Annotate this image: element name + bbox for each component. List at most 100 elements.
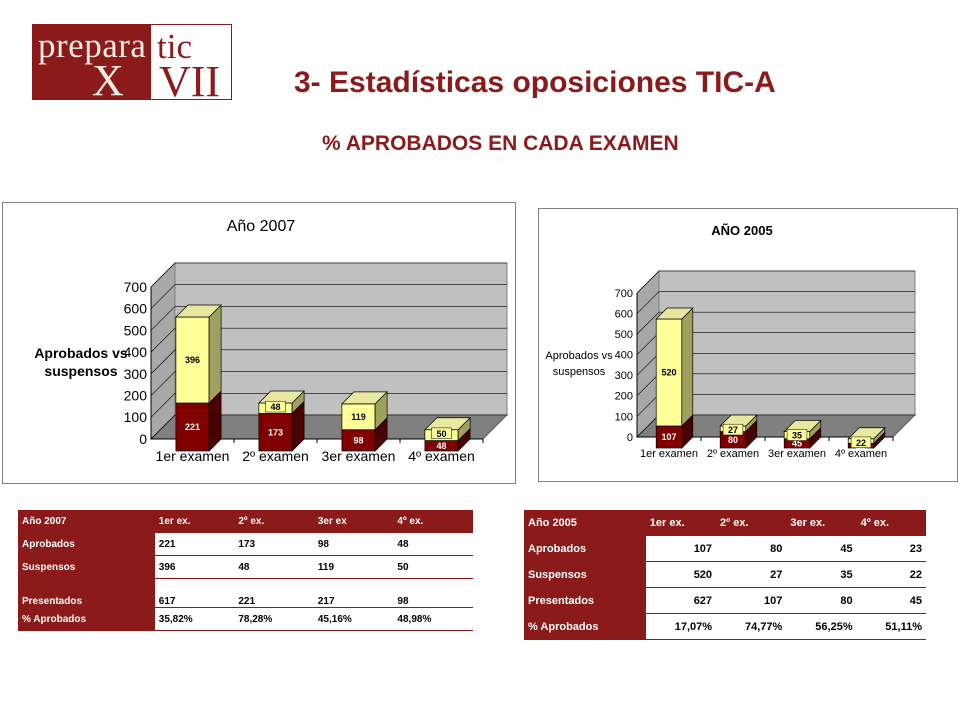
- gridline: [150, 349, 507, 375]
- table-cell: 50: [393, 555, 473, 579]
- table-row: Suspensos 396 48 119 50: [18, 555, 473, 579]
- table-cell: 74,77%: [716, 613, 787, 640]
- table-header-cell: 2º ex.: [716, 510, 787, 536]
- table-cell: 45: [786, 535, 857, 562]
- table-header-cell: 4º ex.: [393, 510, 473, 533]
- data-label: 35: [792, 431, 802, 441]
- table-cell: 98: [313, 532, 394, 556]
- data-label: 520: [661, 368, 676, 378]
- table-cell: 51,11%: [856, 613, 926, 640]
- gridline: [150, 371, 507, 396]
- table-cell: 48,98%: [393, 607, 473, 631]
- data-label-bg: [786, 429, 808, 441]
- table-2005: Año 2005 1er ex. 2º ex. 3er ex. 4º ex. A…: [524, 510, 926, 640]
- data-label-bg: [431, 427, 452, 439]
- table-header-cell: Año 2005: [524, 510, 646, 536]
- table-cell: 520: [645, 561, 717, 588]
- chart-2007-svg: Año 2007 Aprobados vs suspensos 0 100 200 300 4…: [34, 218, 509, 464]
- plot-back-wall: [658, 270, 916, 416]
- table-cell: 107: [716, 587, 787, 614]
- row-label: Aprobados: [18, 532, 155, 556]
- row-label: Suspensos: [18, 555, 155, 579]
- data-label: 45: [792, 439, 802, 449]
- y-tick-label: 400: [124, 344, 148, 360]
- table-cell: 173: [234, 532, 314, 556]
- table-cell: 396: [154, 555, 235, 579]
- chart-title: Año 2007: [227, 218, 296, 235]
- table-cell: 221: [154, 532, 235, 556]
- bar-top: [341, 391, 388, 405]
- data-label-bg: [265, 400, 286, 413]
- table-row: % Aprobados 17,07% 74,77% 56,25% 51,11%: [524, 613, 926, 640]
- gridline: [150, 392, 507, 418]
- data-label: 119: [351, 412, 366, 422]
- row-label: Aprobados: [524, 535, 646, 562]
- y-tick-label: 200: [124, 387, 148, 403]
- row-label: Presentados: [18, 578, 155, 608]
- bar-side: [208, 304, 222, 404]
- gridline: [636, 270, 915, 294]
- row-label: Presentados: [524, 587, 646, 614]
- gridline: [150, 284, 507, 309]
- gridline: [150, 262, 507, 288]
- table-cell: 27: [716, 561, 787, 588]
- table-cell: 107: [645, 535, 717, 562]
- table-header-cell: 1er ex.: [645, 510, 717, 536]
- row-label: Suspensos: [524, 561, 646, 588]
- table-row: % Aprobados 35,82% 78,28% 45,16% 48,98%: [18, 607, 473, 631]
- y-tick-label: 200: [615, 391, 633, 403]
- table-row: Suspensos 520 27 35 22: [524, 561, 926, 588]
- y-tick-label: 300: [124, 366, 148, 382]
- data-label: 22: [856, 438, 866, 448]
- logo-text-top: prepara: [38, 26, 147, 65]
- table-cell: 627: [645, 587, 717, 614]
- x-tick-label: 2º examen: [707, 448, 759, 460]
- y-tick-label: 600: [615, 308, 633, 320]
- x-tick-label: 4º examen: [835, 448, 887, 460]
- y-axis-label: suspensos: [44, 363, 117, 379]
- table-header-cell: 2º ex.: [234, 510, 314, 533]
- table-cell: 617: [154, 578, 235, 608]
- table-cell: 78,28%: [234, 607, 314, 631]
- y-axis-label: Aprobados vs: [545, 350, 613, 362]
- table-cell: 119: [313, 555, 394, 579]
- table-row: Presentados 627 107 80 45: [524, 587, 926, 614]
- table-cell: 23: [856, 535, 926, 562]
- plot-side-wall: [150, 261, 176, 441]
- y-tick-label: 100: [615, 411, 633, 423]
- table-2007: Año 2007 1er ex. 2º ex. 3er ex 4º ex. Ap…: [18, 510, 473, 631]
- table-cell: 35: [786, 561, 857, 588]
- chart-2005: AÑO 2005 Aprobados vs suspensos 0 100 200 300 4…: [538, 208, 958, 482]
- table-cell: 17,07%: [645, 613, 717, 640]
- plot-side-wall: [636, 269, 660, 439]
- x-tick-label: 3er examen: [322, 448, 396, 464]
- table-cell: 217: [313, 578, 394, 608]
- gridline: [150, 414, 507, 440]
- y-tick-label: 700: [615, 288, 633, 300]
- y-tick-label: 0: [139, 431, 147, 447]
- chart-title: AÑO 2005: [711, 223, 772, 238]
- data-label: 98: [353, 436, 363, 446]
- chart-2007: Año 2007 Aprobados vs suspensos 0 100 200 300 4…: [2, 202, 516, 484]
- y-tick-label: 500: [615, 329, 633, 341]
- gridline: [636, 291, 915, 314]
- plot-back-wall: [174, 262, 508, 416]
- table-header-cell: 1er ex.: [154, 510, 235, 533]
- x-tick-label: 1er examen: [156, 448, 230, 464]
- bar-top: [655, 307, 694, 320]
- preparatic-logo: prepara tic VII X: [32, 24, 232, 105]
- data-label: 107: [661, 432, 676, 442]
- table-cell: 80: [716, 535, 787, 562]
- bar-suspensos: [341, 403, 376, 431]
- table-cell: 22: [856, 561, 926, 588]
- data-label-bg: [850, 436, 872, 448]
- logo-white-block: tic VII: [150, 24, 232, 104]
- table-cell: 45,16%: [313, 607, 394, 631]
- data-label: 48: [436, 441, 446, 451]
- chart-2005-svg: AÑO 2005 Aprobados vs suspensos 0 100 200 300 4…: [545, 223, 917, 460]
- y-axis-label: suspensos: [553, 366, 606, 378]
- y-tick-label: 100: [124, 409, 148, 425]
- y-axis-label: Aprobados vs: [34, 345, 128, 361]
- data-label: 48: [270, 402, 280, 412]
- logo-text-bottom: X: [92, 56, 124, 105]
